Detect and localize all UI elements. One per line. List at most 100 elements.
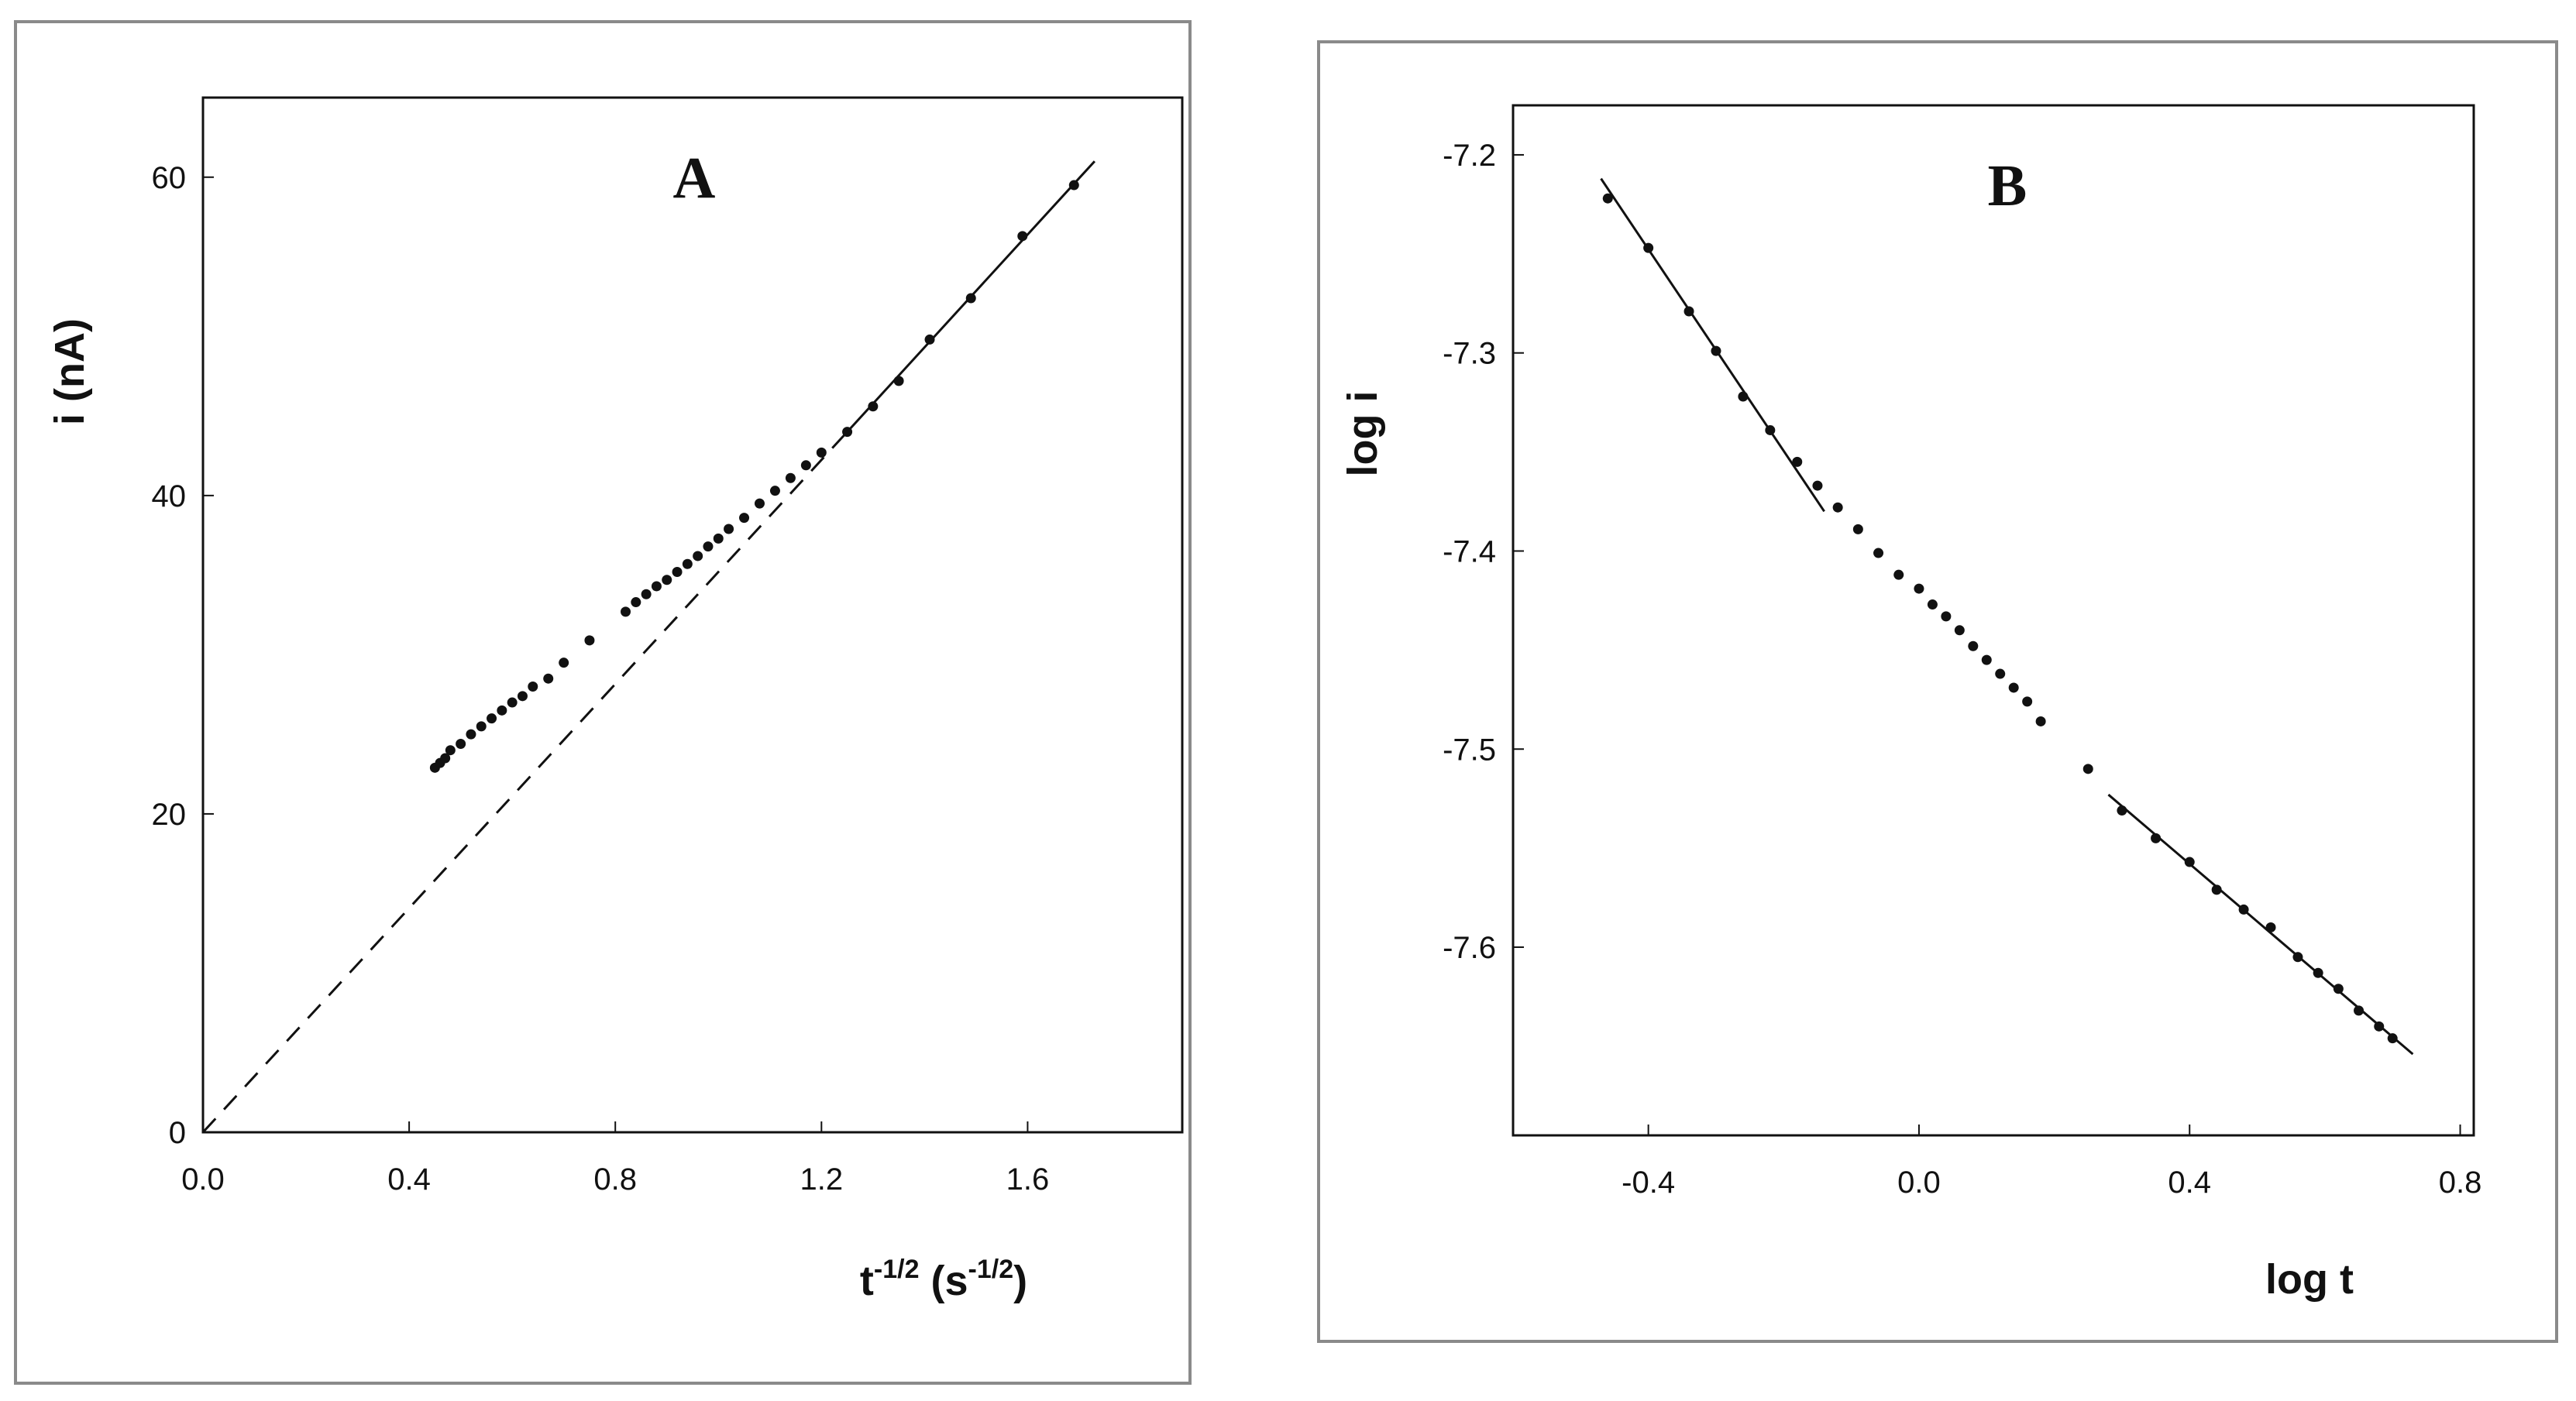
data-point [2082, 764, 2093, 774]
data-point [466, 729, 476, 740]
data-point [1602, 193, 1613, 204]
data-point [1812, 480, 1823, 491]
data-point [868, 401, 879, 412]
y-tick-label: 40 [152, 479, 187, 513]
data-point [1954, 625, 1965, 636]
data-point [487, 713, 497, 724]
data-point [543, 673, 554, 684]
panel-b-x-axis: -0.4 0.0 0.4 0.8 [1622, 1125, 2481, 1200]
data-point [2313, 967, 2323, 978]
data-point [1832, 502, 1843, 513]
x-tick-label: 1.2 [800, 1162, 844, 1197]
data-point [2354, 1005, 2364, 1016]
data-point [682, 558, 693, 569]
data-point [1068, 180, 1079, 191]
x-tick-label: 0.8 [593, 1162, 637, 1197]
data-point [2184, 857, 2195, 867]
data-point [631, 597, 641, 608]
panel-b-plot-area [1512, 104, 2475, 1137]
data-point [476, 721, 487, 732]
data-point [440, 753, 451, 764]
data-point [584, 635, 595, 646]
data-point [1995, 668, 2006, 679]
data-point [445, 745, 456, 756]
data-point [1852, 524, 1863, 534]
data-point [1792, 456, 1803, 467]
data-point [1643, 242, 1654, 253]
panel-b-y-axis-title: log i [1340, 391, 1386, 477]
fit-dashed-line [201, 431, 848, 1134]
y-tick-label: 0 [169, 1116, 186, 1150]
data-point [800, 460, 811, 471]
data-point [2117, 805, 2127, 816]
y-tick-label: -7.6 [1443, 931, 1496, 965]
x-title-base: t [860, 1258, 874, 1304]
y-tick-label: 20 [152, 798, 187, 832]
data-point [1873, 548, 1884, 558]
data-point [703, 541, 714, 552]
x-tick-label: -0.4 [1622, 1166, 1675, 1200]
data-point [621, 606, 631, 617]
data-point [842, 427, 853, 438]
data-point [769, 486, 780, 496]
x-title-unit-open: (s [919, 1258, 968, 1304]
data-point [2151, 833, 2162, 843]
data-point [965, 293, 976, 304]
panel-a-plot-area [201, 96, 1184, 1134]
data-point [559, 658, 569, 668]
panel-b-fit-lines [1600, 177, 2414, 1056]
data-point [2387, 1033, 2398, 1044]
data-point [2035, 716, 2046, 726]
panel-b-label: B [1988, 153, 2027, 218]
data-point [2211, 884, 2222, 895]
data-point [517, 691, 528, 702]
panel-a-x-axis-title: t-1/2 (s-1/2) [860, 1255, 1027, 1304]
data-point [1017, 231, 1028, 242]
data-point [1684, 306, 1694, 317]
data-point [1981, 654, 1992, 665]
panel-a-y-axis: 0 20 40 60 [152, 161, 214, 1150]
data-point [1893, 569, 1904, 580]
panel-a-x-axis: 0.0 0.4 0.8 1.2 1.6 [181, 1121, 1049, 1197]
data-point [2008, 682, 2019, 693]
data-point [739, 513, 750, 524]
data-point [2022, 696, 2033, 707]
y-tick-label: -7.3 [1443, 337, 1496, 371]
data-point [672, 567, 683, 578]
x-tick-label: 0.0 [181, 1162, 225, 1197]
data-point [2265, 922, 2276, 932]
x-tick-label: 0.0 [1897, 1166, 1941, 1200]
data-point [2238, 904, 2249, 915]
panel-a-fit-lines [201, 160, 1096, 1134]
x-title-unit-close: ) [1013, 1258, 1027, 1304]
data-point [662, 575, 672, 585]
data-point [1711, 345, 1721, 356]
y-tick-label: -7.5 [1443, 733, 1496, 767]
data-point [651, 581, 662, 592]
x-title-sup: -1/2 [874, 1255, 920, 1284]
y-tick-label: 60 [152, 161, 187, 195]
data-point [456, 738, 466, 749]
data-point [1765, 424, 1776, 435]
y-tick-label: -7.2 [1443, 139, 1496, 173]
panel-a-frame [14, 20, 1192, 1385]
x-title-unit-sup: -1/2 [968, 1255, 1014, 1284]
data-point [816, 447, 827, 458]
data-point [528, 681, 538, 692]
data-point [893, 376, 904, 386]
x-tick-label: 0.4 [2168, 1166, 2211, 1200]
data-point [1927, 599, 1938, 610]
x-tick-label: 1.6 [1006, 1162, 1050, 1197]
data-point [2292, 952, 2303, 963]
data-point [924, 334, 935, 345]
data-point [2333, 984, 2344, 994]
data-point [785, 472, 796, 483]
x-tick-label: 0.8 [2439, 1166, 2482, 1200]
panel-b-x-axis-title: log t [2265, 1256, 2354, 1303]
panel-a-label: A [673, 146, 716, 211]
data-point [507, 697, 518, 708]
data-point [693, 551, 703, 561]
data-point [1941, 611, 1952, 622]
